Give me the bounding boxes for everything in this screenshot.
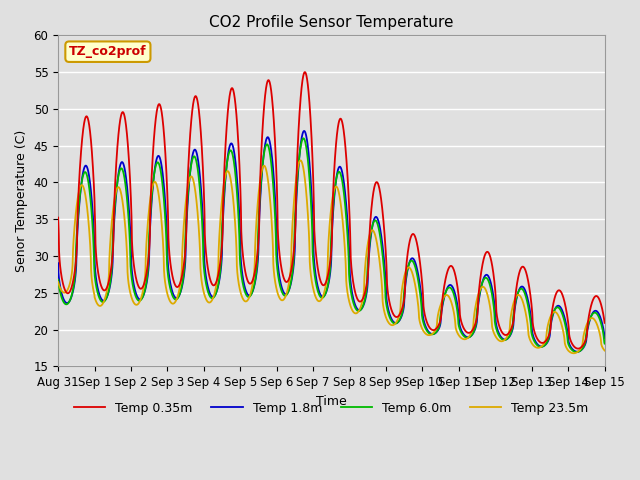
Temp 1.8m bbox=[394, 319, 402, 325]
Line: Temp 1.8m: Temp 1.8m bbox=[58, 131, 605, 352]
Temp 1.8m bbox=[207, 292, 214, 298]
Temp 6.0m bbox=[394, 319, 402, 324]
Temp 23.5m bbox=[570, 350, 577, 356]
Temp 6.0m bbox=[207, 295, 214, 300]
Temp 1.8m bbox=[549, 312, 557, 318]
Temp 23.5m bbox=[207, 299, 214, 305]
Temp 23.5m bbox=[54, 279, 62, 285]
X-axis label: Time: Time bbox=[316, 395, 347, 408]
Legend: Temp 0.35m, Temp 1.8m, Temp 6.0m, Temp 23.5m: Temp 0.35m, Temp 1.8m, Temp 6.0m, Temp 2… bbox=[69, 396, 594, 420]
Temp 6.0m bbox=[54, 277, 62, 283]
Temp 0.35m bbox=[207, 278, 214, 284]
Temp 1.8m bbox=[300, 128, 308, 134]
Temp 23.5m bbox=[297, 157, 305, 163]
Temp 0.35m bbox=[385, 295, 392, 301]
Temp 0.35m bbox=[549, 303, 557, 309]
Temp 23.5m bbox=[385, 320, 392, 326]
Temp 0.35m bbox=[172, 282, 179, 288]
Temp 1.8m bbox=[385, 308, 392, 314]
Temp 23.5m bbox=[549, 310, 557, 315]
Temp 6.0m bbox=[172, 297, 179, 302]
Temp 0.35m bbox=[394, 313, 402, 319]
Temp 23.5m bbox=[601, 348, 609, 353]
Temp 6.0m bbox=[549, 311, 557, 317]
Line: Temp 6.0m: Temp 6.0m bbox=[58, 138, 605, 352]
Temp 1.8m bbox=[600, 333, 608, 339]
Temp 0.35m bbox=[574, 346, 582, 351]
Temp 0.35m bbox=[601, 320, 609, 326]
Temp 6.0m bbox=[573, 349, 580, 355]
Temp 1.8m bbox=[172, 295, 179, 300]
Temp 1.8m bbox=[573, 349, 581, 355]
Temp 23.5m bbox=[172, 299, 179, 305]
Temp 1.8m bbox=[54, 260, 62, 266]
Temp 6.0m bbox=[600, 340, 608, 346]
Text: TZ_co2prof: TZ_co2prof bbox=[69, 45, 147, 58]
Temp 0.35m bbox=[54, 215, 62, 220]
Line: Temp 0.35m: Temp 0.35m bbox=[58, 72, 605, 348]
Y-axis label: Senor Temperature (C): Senor Temperature (C) bbox=[15, 130, 28, 272]
Temp 23.5m bbox=[394, 315, 402, 321]
Temp 1.8m bbox=[601, 335, 609, 341]
Temp 6.0m bbox=[385, 312, 392, 317]
Temp 6.0m bbox=[300, 135, 307, 141]
Temp 0.35m bbox=[301, 69, 308, 75]
Title: CO2 Profile Sensor Temperature: CO2 Profile Sensor Temperature bbox=[209, 15, 454, 30]
Temp 23.5m bbox=[600, 348, 608, 353]
Temp 6.0m bbox=[601, 341, 609, 347]
Temp 0.35m bbox=[600, 319, 608, 324]
Line: Temp 23.5m: Temp 23.5m bbox=[58, 160, 605, 353]
